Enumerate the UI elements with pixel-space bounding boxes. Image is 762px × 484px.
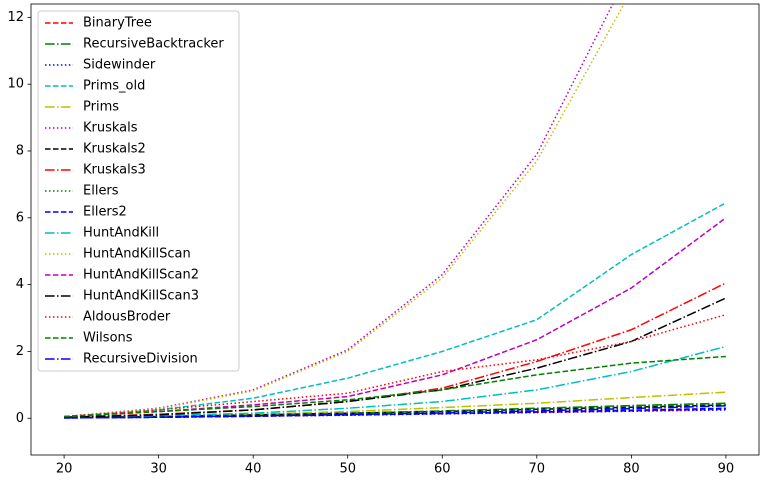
series-line — [64, 391, 726, 419]
legend-label: Prims — [83, 100, 119, 115]
x-tick-label: 50 — [339, 462, 356, 477]
series-line — [64, 403, 726, 419]
series-line — [64, 345, 727, 419]
series-line — [64, 405, 726, 419]
legend-label: AldousBroder — [83, 310, 171, 325]
legend-label: Kruskals2 — [83, 142, 146, 157]
legend-label: HuntAndKillScan3 — [83, 289, 199, 304]
series-line — [64, 4, 614, 418]
legend-label: Kruskals3 — [83, 163, 146, 178]
lines — [64, 4, 727, 419]
y-tick-label: 12 — [7, 10, 24, 25]
legend-label: RecursiveBacktracker — [83, 37, 224, 52]
legend-label: Sidewinder — [83, 58, 156, 73]
legend-label: Wilsons — [83, 331, 133, 346]
x-tick-label: 80 — [623, 462, 640, 477]
y-tick-label: 10 — [7, 77, 24, 92]
x-tick-label: 60 — [434, 462, 451, 477]
legend-label: HuntAndKillScan2 — [83, 268, 199, 283]
legend-label: HuntAndKill — [83, 226, 159, 241]
series-line — [64, 313, 727, 418]
x-tick-label: 40 — [245, 462, 262, 477]
legend-label: Kruskals — [83, 121, 138, 136]
x-tick-label: 90 — [718, 462, 735, 477]
y-tick-label: 6 — [16, 210, 24, 225]
y-tick-label: 2 — [16, 344, 24, 359]
x-tick-label: 70 — [529, 462, 546, 477]
legend-label: Prims_old — [83, 79, 145, 94]
legend-label: HuntAndKillScan — [83, 247, 191, 262]
x-tick-label: 30 — [150, 462, 167, 477]
legend-label: Ellers2 — [83, 205, 127, 220]
x-tick-label: 20 — [56, 462, 73, 477]
legend-label: RecursiveDivision — [83, 352, 198, 367]
y-tick-label: 8 — [16, 143, 24, 158]
legend: BinaryTree RecursiveBacktracker Sidewinder… — [37, 10, 240, 372]
series-line — [64, 202, 727, 418]
legend-label: Ellers — [83, 184, 119, 199]
series-line — [64, 282, 727, 418]
legend-label: BinaryTree — [83, 16, 152, 31]
legend-box — [37, 10, 240, 372]
series-line — [64, 297, 727, 418]
y-tick-label: 0 — [16, 411, 24, 426]
axes-frame — [30, 3, 760, 456]
y-tick-label: 4 — [16, 277, 24, 292]
